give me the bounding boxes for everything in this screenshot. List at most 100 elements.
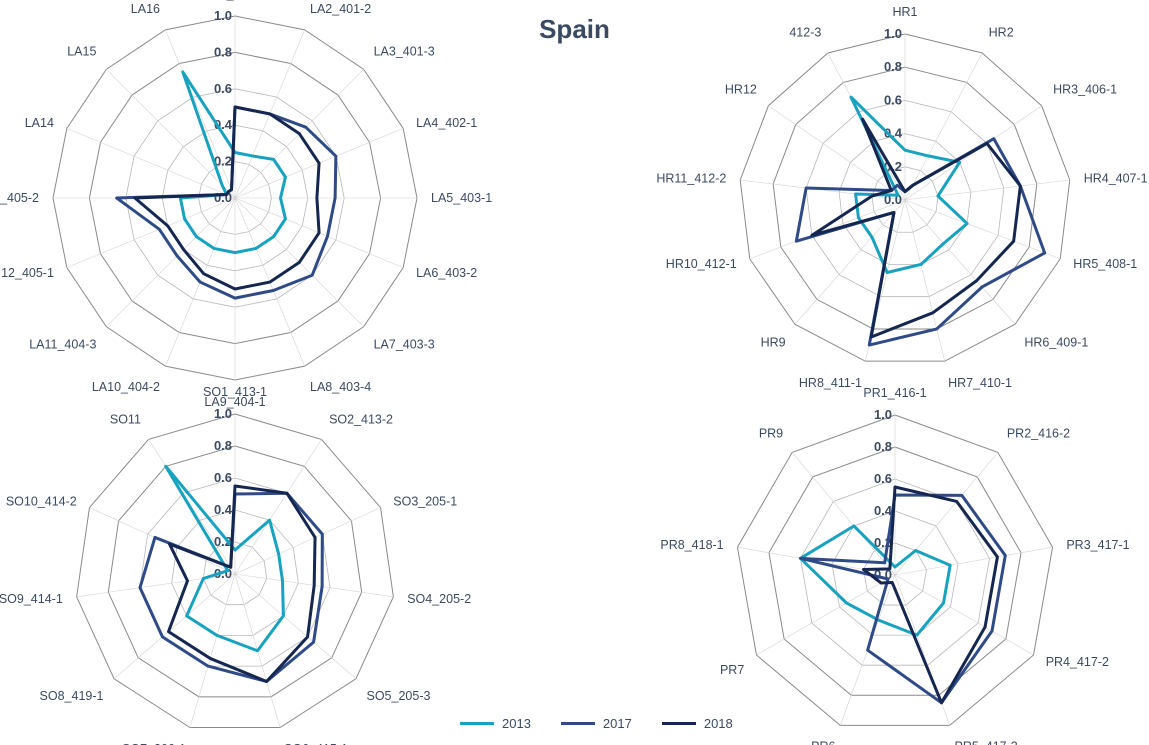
axis-label: LA4_402-1 — [416, 116, 477, 130]
grid-ring — [171, 509, 299, 636]
radar-chart-pr: 0.00.20.40.60.81.0PR1_416-1PR2_416-2PR3_… — [660, 386, 1129, 745]
axis-label: HR1 — [892, 5, 917, 19]
legend-item-2017: 2017 — [560, 716, 632, 731]
grid-ring — [800, 478, 990, 666]
grid-spoke — [894, 452, 999, 576]
axis-label: SO10_414-2 — [6, 495, 77, 509]
axis-label: HR6_409-1 — [1024, 336, 1088, 350]
axis-label: LA9_404-1 — [204, 395, 265, 409]
axis-label: PR5_417-3 — [955, 740, 1018, 745]
grid-spoke — [113, 573, 236, 680]
axis-label: LA15 — [67, 44, 96, 58]
axis-label: SO9_414-1 — [0, 592, 63, 606]
axis-label: HR11_412-2 — [656, 171, 726, 185]
series-2017 — [794, 137, 1047, 347]
grid-spoke — [794, 199, 906, 325]
series-2017 — [138, 491, 324, 683]
tick-label: 1.0 — [214, 8, 232, 23]
axis-label: HR2 — [989, 26, 1014, 40]
grid-spoke — [740, 179, 906, 201]
axis-label: PR2_416-2 — [1007, 427, 1070, 441]
grid-spoke — [904, 52, 983, 201]
tick-label: 0.2 — [214, 534, 232, 549]
axis-label: SO1_413-1 — [203, 385, 267, 399]
grid-spoke — [234, 573, 357, 680]
axis-label: LA7_403-3 — [374, 338, 435, 352]
legend-swatch-2013 — [460, 722, 494, 725]
axis-label: HR3_406-1 — [1053, 83, 1117, 97]
grid-ring — [863, 542, 927, 606]
tick-label: 0.6 — [874, 471, 892, 486]
axis-label: SO11 — [110, 413, 141, 427]
grid-ring — [107, 445, 363, 698]
grid-spoke — [234, 507, 381, 575]
axis-label: HR7_410-1 — [948, 376, 1012, 390]
series-2018 — [810, 117, 1022, 339]
legend: 2013 2017 2018 — [460, 716, 733, 731]
axis-label: HR8_411-1 — [799, 376, 862, 390]
chart-title: Spain — [539, 14, 610, 44]
axis-label: LA1_401-1 — [204, 0, 265, 1]
grid-spoke — [749, 199, 906, 260]
grid-ring — [736, 414, 1054, 726]
grid-ring — [768, 446, 1022, 696]
axis-label: PR7 — [720, 663, 744, 677]
tick-label: 0.4 — [884, 126, 903, 141]
grid-ring — [739, 33, 1071, 362]
series-2013 — [849, 95, 969, 275]
legend-label-2018: 2018 — [703, 716, 733, 731]
tick-label: 0.8 — [884, 59, 902, 74]
axis-label: LA16 — [131, 2, 160, 16]
grid-spoke — [106, 69, 236, 199]
axis-label: PR6 — [811, 740, 835, 745]
grid-spoke — [894, 574, 1034, 656]
axis-label: SO2_413-2 — [329, 413, 393, 427]
grid-ring — [805, 99, 1005, 298]
tick-label: 1.0 — [214, 406, 232, 421]
grid-spoke — [904, 199, 1016, 325]
axis-label: LA6_403-2 — [416, 266, 477, 280]
legend-label-2013: 2013 — [502, 716, 531, 731]
tick-label: 0.6 — [214, 470, 232, 485]
legend-label-2017: 2017 — [602, 716, 632, 731]
grid-spoke — [148, 439, 236, 575]
axis-label: LA8_403-4 — [310, 380, 371, 394]
tick-label: 0.8 — [874, 439, 892, 454]
series-2013 — [164, 464, 285, 653]
grid-ring — [831, 510, 959, 636]
axis-label: HR9 — [761, 336, 786, 350]
axis-label: LA13_405-2 — [0, 191, 39, 205]
grid-spoke — [791, 452, 896, 576]
grid-spoke — [768, 105, 906, 201]
grid-ring — [76, 413, 394, 729]
axis-label: LA14 — [25, 116, 54, 130]
grid-spoke — [904, 199, 1061, 260]
tick-label: 0.2 — [214, 154, 232, 169]
legend-item-2013: 2013 — [460, 716, 531, 731]
series-2013 — [798, 524, 952, 637]
axis-label: HR5_408-1 — [1073, 257, 1137, 271]
grid-ring — [838, 133, 972, 265]
tick-label: 1.0 — [884, 26, 902, 41]
axis-label: PR1_416-1 — [863, 386, 926, 400]
axis-label: 412-3 — [789, 26, 821, 40]
series-2018 — [861, 485, 999, 705]
axis-label: LA 12_405-1 — [0, 266, 54, 280]
grid-ring — [871, 166, 939, 233]
series-2018 — [133, 105, 321, 291]
series-2013 — [178, 70, 287, 255]
grid-spoke — [165, 29, 236, 199]
axis-label: HR12 — [725, 83, 757, 97]
axis-label: HR10_412-1 — [666, 257, 737, 271]
grid-spoke — [904, 179, 1070, 201]
axis-label: SO8_419-1 — [40, 689, 104, 703]
axis-label: PR8_418-1 — [660, 538, 723, 552]
radar-chart-la: 0.00.20.40.60.81.0LA1_401-1LA2_401-2LA3_… — [0, 0, 492, 409]
tick-label: 0.8 — [214, 438, 232, 453]
tick-label: 0.8 — [214, 44, 232, 59]
axis-label: LA3_401-3 — [374, 44, 435, 58]
tick-label: 0.6 — [884, 92, 902, 107]
axis-label: SO3_205-1 — [393, 495, 457, 509]
radar-chart-hr: 0.00.20.40.60.81.0HR1HR2HR3_406-1HR4_407… — [656, 5, 1147, 390]
